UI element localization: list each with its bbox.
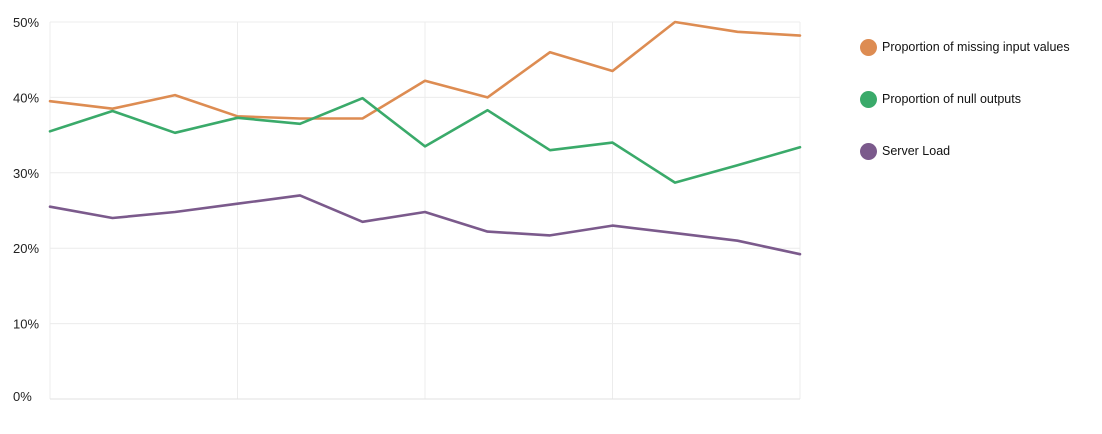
legend-swatch-icon [860,38,877,56]
y-tick-label: 50% [13,15,39,30]
legend-swatch-icon [860,90,877,108]
legend-swatch-icon [860,142,877,160]
series-lines [48,20,802,256]
series-line-1 [48,20,802,120]
legend-item-missing-input[interactable]: Proportion of missing input values [860,34,1070,60]
legend-label: Proportion of null outputs [882,92,1021,106]
series-line-2 [48,96,802,184]
legend-label: Proportion of missing input values [882,40,1070,54]
legend: Proportion of missing input values Propo… [860,34,1070,190]
y-axis-tick-labels: 0% 10% 20% 30% 40% 50% [13,15,39,404]
y-tick-label: 30% [13,166,39,181]
grid [49,21,801,399]
y-tick-label: 10% [13,317,39,332]
legend-item-server-load[interactable]: Server Load [860,138,1070,164]
y-tick-label: 40% [13,90,39,105]
legend-item-null-outputs[interactable]: Proportion of null outputs [860,86,1070,112]
y-tick-label: 0% [13,389,32,404]
y-tick-label: 20% [13,241,39,256]
legend-label: Server Load [882,144,951,158]
series-line-3 [48,194,802,256]
